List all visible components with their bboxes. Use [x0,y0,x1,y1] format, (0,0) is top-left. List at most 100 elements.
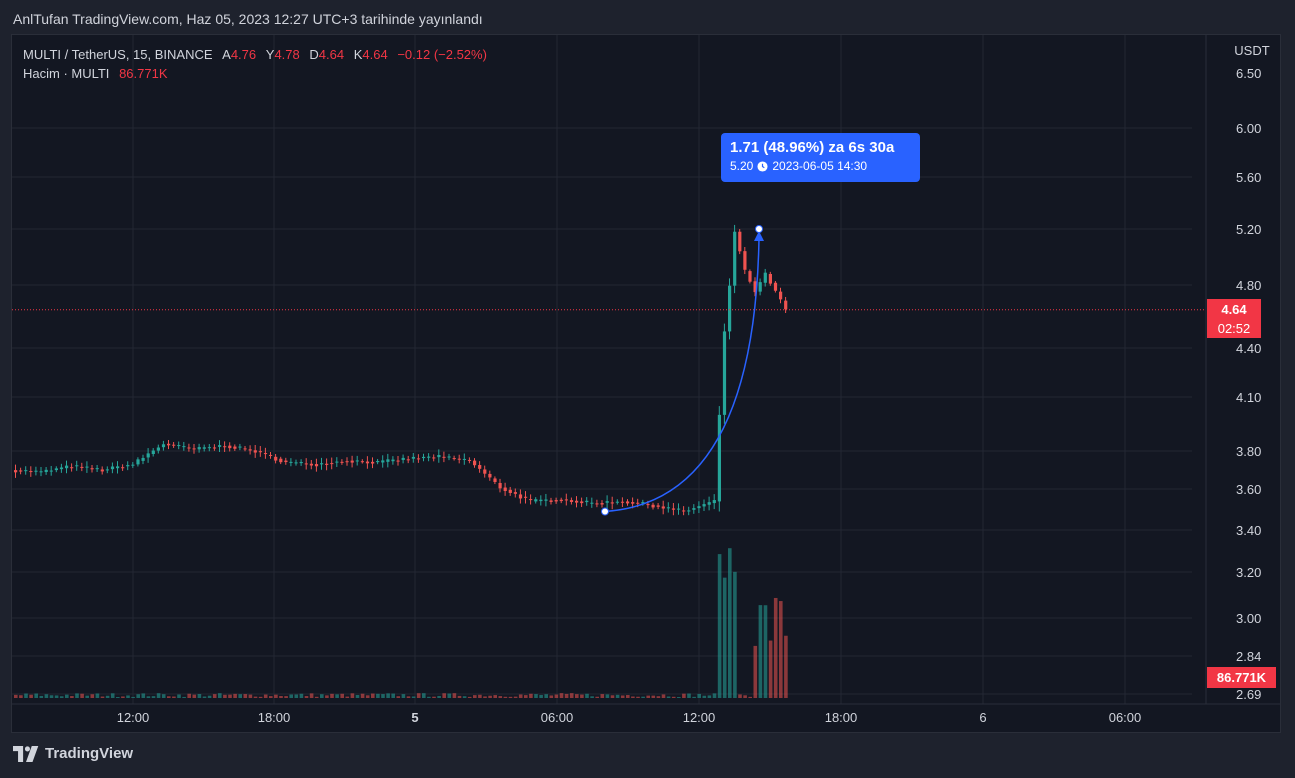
volume-bar [202,696,207,698]
volume-bar [483,696,487,698]
volume-bar [687,693,691,698]
price-axis-currency: USDT [1234,43,1269,58]
volume-bar [330,693,334,698]
candle-body [274,456,278,461]
bar-countdown: 02:52 [1217,321,1251,336]
page-title: AnlTufan TradingView.com, Haz 05, 2023 1… [13,11,483,27]
volume-bar [656,696,661,698]
candle-body [151,450,155,455]
close-label: K [353,47,363,62]
measure-end-handle [755,225,763,233]
volume-bar [406,696,411,698]
volume-bar [136,694,140,698]
candle-body [488,473,492,478]
volume-bar [779,601,783,698]
volume-bar [59,696,64,698]
volume-bar [585,693,589,698]
volume-bar [258,696,263,698]
volume-bar [733,571,737,698]
volume-bar [121,696,125,698]
volume-bar [228,694,232,698]
candle-body [539,499,543,502]
volume-bar [243,694,248,698]
volume-bar [524,695,528,698]
candle-body [161,444,166,448]
candle-body [554,500,558,502]
candle-body [59,467,64,470]
volume-bar [580,694,584,698]
candle-body [360,461,364,463]
volume-bar [172,696,176,698]
candle-body [350,460,354,463]
volume-bar [671,696,676,698]
volume-bar [320,694,324,698]
measure-start-handle [601,507,609,516]
volume-bar [29,694,33,698]
measure-arrowhead [754,231,764,241]
volume-bar [248,694,253,698]
volume-bar [161,694,166,698]
volume-bar [452,693,457,698]
candle-body [743,251,747,270]
last-price-value: 4.64 [1221,302,1247,317]
candle-body [763,272,767,283]
volume-value: 86.771K [119,66,168,81]
candle-body [758,282,762,292]
candle-body [513,492,517,494]
volume-bar [65,694,69,698]
candle-body [197,447,201,450]
candle-body [733,231,737,286]
candle-body [309,463,313,466]
volume-bar [396,696,401,698]
volume-bar [457,695,462,698]
volume-bar [141,693,146,698]
candle-body [559,499,563,502]
volume-bar [325,695,329,698]
price-chart[interactable]: USDT 6.50 6.00 5.60 5.20 4.80 4.40 4.10 3.80 3.60… [12,35,1281,733]
candle-body [243,448,247,450]
volume-bar [19,695,23,698]
volume-label[interactable]: Hacim · MULTI [23,66,110,81]
candle-body [381,460,385,463]
volume-bar [758,605,763,698]
volume-bar [299,693,304,698]
candle-body [682,510,686,512]
volume-bar [34,693,38,698]
volume-bar [116,696,120,698]
footer-brand[interactable]: TradingView [13,745,133,762]
ohlc-legend-row: MULTI / TetherUS, 15, BINANCE A4.76 Y4.7… [23,45,487,64]
volume-bar [294,694,299,698]
candle-body [177,445,181,447]
volume-bar [39,695,44,698]
candle-body [646,504,650,506]
candle-body [549,500,553,502]
volume-bar [722,577,727,698]
chart-panel[interactable]: USDT 6.50 6.00 5.60 5.20 4.80 4.40 4.10 3.80 3.60… [11,34,1281,733]
candle-body [371,461,375,464]
volume-bar [70,696,74,698]
volume-bar [529,693,533,698]
volume-bar [636,696,640,698]
candle-body [279,458,283,463]
candle-body [110,466,115,470]
volume-bar [559,693,564,698]
time-tick-label: 06:00 [1109,710,1142,725]
candle-body [289,461,293,463]
footer-brand-label: TradingView [45,745,134,762]
measure-target-price: 5.20 [730,159,754,173]
candle-body [427,456,431,458]
volume-bar [513,696,518,698]
candle-body [126,465,130,467]
candle-body [661,506,665,509]
price-tick-label: 6.50 [1236,66,1261,81]
volume-bar [549,695,554,698]
volume-bar [146,696,151,698]
candle-body [269,454,273,456]
price-tick-label: 4.40 [1236,341,1261,356]
candle-body [768,273,772,284]
measure-callout[interactable]: 1.71 (48.96%) za 6s 30a 5.20 2023-06-05 … [721,133,920,182]
candle-body [707,502,711,505]
candle-body [187,447,191,449]
symbol-label[interactable]: MULTI / TetherUS, 15, BINANCE [23,47,213,62]
volume-bar [167,696,171,698]
